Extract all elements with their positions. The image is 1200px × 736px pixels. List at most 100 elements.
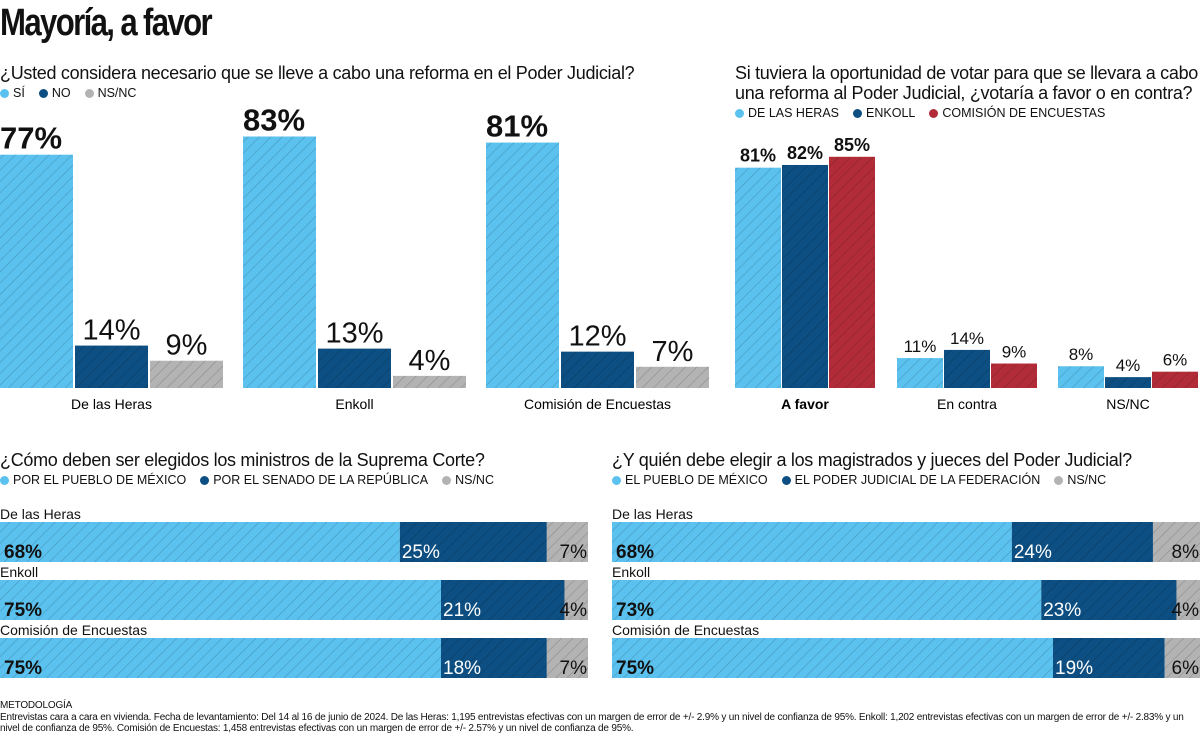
legend-label: POR EL SENADO DE LA REPÚBLICA [213,473,429,487]
methodology-heading: METODOLOGÍA [0,700,73,711]
bar-segment [441,638,547,678]
legend-item: EL PUEBLO DE MÉXICO [612,473,768,487]
value-label: 9% [1002,343,1027,362]
value-label: 4% [1116,356,1141,375]
legend-dot-icon [0,475,9,485]
value-label: 81% [486,109,548,144]
legend-dot-icon [853,108,863,118]
bar [1105,377,1151,388]
bar-segment [1041,580,1177,620]
row-label: Comisión de Encuestas [612,622,759,638]
bar [561,351,634,388]
category-label: En contra [937,396,997,412]
bar-segment [564,580,588,620]
legend-label: NS/NC [455,473,494,487]
value-label: 7% [560,658,588,679]
value-label: 8% [1069,345,1094,364]
legend-dot-icon [781,475,791,485]
value-label: 83% [243,103,305,138]
legend-label: POR EL PUEBLO DE MÉXICO [13,473,187,487]
legend-item: DE LAS HERAS [735,106,839,120]
legend-item: POR EL PUEBLO DE MÉXICO [0,473,186,487]
legend-dot-icon [38,88,48,98]
legend-dot-icon [735,108,744,118]
value-label: 19% [1055,658,1093,679]
bar-segment [612,580,1042,620]
value-label: 9% [166,330,208,362]
legend-item: EL PODER JUDICIAL DE LA FEDERACIÓN [781,473,1041,487]
bar-segment [546,638,588,678]
legend-label: NS/NC [97,86,137,100]
chart4-question: ¿Y quién debe elegir a los magistrados y… [612,450,1132,470]
value-label: 73% [616,600,654,621]
bar-segment [612,522,1012,562]
methodology-text: Entrevistas cara a cara en vivienda. Fec… [0,711,1184,735]
value-label: 75% [4,658,42,679]
legend-dot-icon [612,475,621,485]
legend-label: NO [51,86,71,100]
chart1-question: ¿Usted considera necesario que se lleve … [0,63,635,83]
row-label: Enkoll [0,564,38,580]
legend-label: EL PODER JUDICIAL DE LA FEDERACIÓN [794,473,1041,487]
legend-dot-icon [84,88,94,98]
value-label: 4% [409,345,451,377]
legend-dot-icon [929,108,939,118]
legend-label: ENKOLL [866,106,916,120]
category-label: De las Heras [71,396,152,412]
category-label: NS/NC [1106,396,1150,412]
value-label: 77% [0,121,62,156]
category-label: Enkoll [335,396,373,412]
value-label: 24% [1014,542,1052,563]
bar [636,366,709,388]
legend-label: DE LAS HERAS [748,106,840,120]
value-label: 6% [1163,351,1188,370]
value-label: 81% [740,146,776,166]
value-label: 21% [443,600,481,621]
bar [782,164,828,388]
chart4-legend: EL PUEBLO DE MÉXICO EL PODER JUDICIAL DE … [612,473,1106,487]
chart3-question: ¿Cómo deben ser elegidos los ministros d… [0,450,485,470]
bar [897,358,943,388]
chart1-legend: SÍ NO NS/NC [0,86,136,100]
category-label: A favor [781,396,829,412]
bar-segment [0,522,400,562]
bar [150,360,223,388]
value-label: 68% [616,542,654,563]
chart2-legend: DE LAS HERAS ENKOLL COMISIÓN DE ENCUESTAS [735,106,1105,120]
value-label: 68% [4,542,42,563]
legend-item: SÍ [0,86,25,100]
legend-label: COMISIÓN DE ENCUESTAS [942,106,1106,120]
row-label: De las Heras [612,506,693,522]
bar [243,136,316,388]
value-label: 75% [4,600,42,621]
value-label: 25% [402,542,440,563]
value-label: 4% [1172,600,1200,621]
bar-segment [1053,638,1165,678]
chart3-legend: POR EL PUEBLO DE MÉXICO POR EL SENADO DE … [0,473,494,487]
legend-item: NS/NC [1054,473,1106,487]
legend-label: SÍ [13,86,25,100]
value-label: 82% [787,143,823,163]
legend-dot-icon [442,475,452,485]
bar [318,348,391,388]
chart2-question: Si tuviera la oportunidad de votar para … [735,63,1199,103]
legend-item: NS/NC [442,473,494,487]
legend-label: NS/NC [1067,473,1107,487]
legend-item: ENKOLL [853,106,915,120]
legend-dot-icon [0,88,9,98]
legend-item: POR EL SENADO DE LA REPÚBLICA [200,473,428,487]
legend-item: NO [38,86,71,100]
bar [486,142,559,388]
value-label: 6% [1172,658,1200,679]
value-label: 8% [1172,542,1200,563]
bar-segment [546,522,588,562]
bar-segment [0,580,441,620]
legend-item: NS/NC [84,86,137,100]
bar [991,363,1037,388]
bar [829,156,875,388]
bar [0,154,73,388]
bar-segment [441,580,565,620]
bar [1152,371,1198,388]
bar [75,345,148,388]
